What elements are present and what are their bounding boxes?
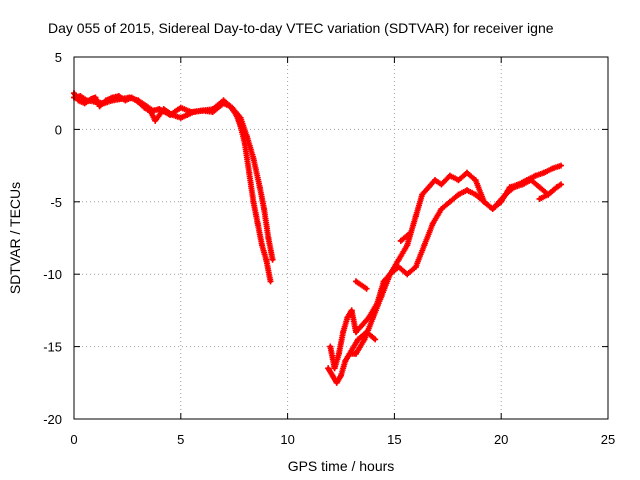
series-line: [399, 231, 412, 243]
series-track-f: [353, 278, 370, 292]
plot-frame: [73, 56, 609, 420]
series-line: [537, 185, 559, 201]
y-tick-label: -5: [50, 195, 62, 210]
axis-ticks: [73, 56, 609, 420]
series-track-g: [397, 230, 413, 244]
x-tick-label: 25: [601, 432, 615, 447]
x-tick-label: 0: [70, 432, 77, 447]
y-tick-label: 0: [55, 122, 62, 137]
series-track-d: [325, 177, 564, 386]
x-tick-label: 20: [494, 432, 508, 447]
chart-title: Day 055 of 2015, Sidereal Day-to-day VTE…: [48, 20, 554, 36]
y-tick-label: -20: [43, 412, 62, 427]
x-axis-label: GPS time / hours: [288, 458, 395, 474]
series-line: [347, 330, 377, 356]
x-tick-labels: 0 5 10 15 20 25: [70, 432, 615, 447]
x-tick-label: 5: [177, 432, 184, 447]
grid: [74, 57, 608, 419]
series-track-h: [536, 184, 560, 202]
series-track-b: [71, 93, 276, 263]
data-series: [71, 90, 564, 386]
series-markers: [71, 93, 276, 261]
y-tick-labels: 5 0 -5 -10 -15 -20: [43, 50, 62, 427]
x-tick-label: 10: [280, 432, 294, 447]
x-tick-label: 15: [387, 432, 401, 447]
series-line: [326, 178, 563, 385]
y-tick-label: -10: [43, 267, 62, 282]
y-tick-label: 5: [55, 50, 62, 65]
y-axis-label: SDTVAR / TECUs: [7, 182, 23, 294]
y-tick-label: -15: [43, 340, 62, 355]
series-line: [72, 94, 275, 262]
series-track-e: [346, 329, 379, 357]
series-line: [354, 279, 369, 291]
